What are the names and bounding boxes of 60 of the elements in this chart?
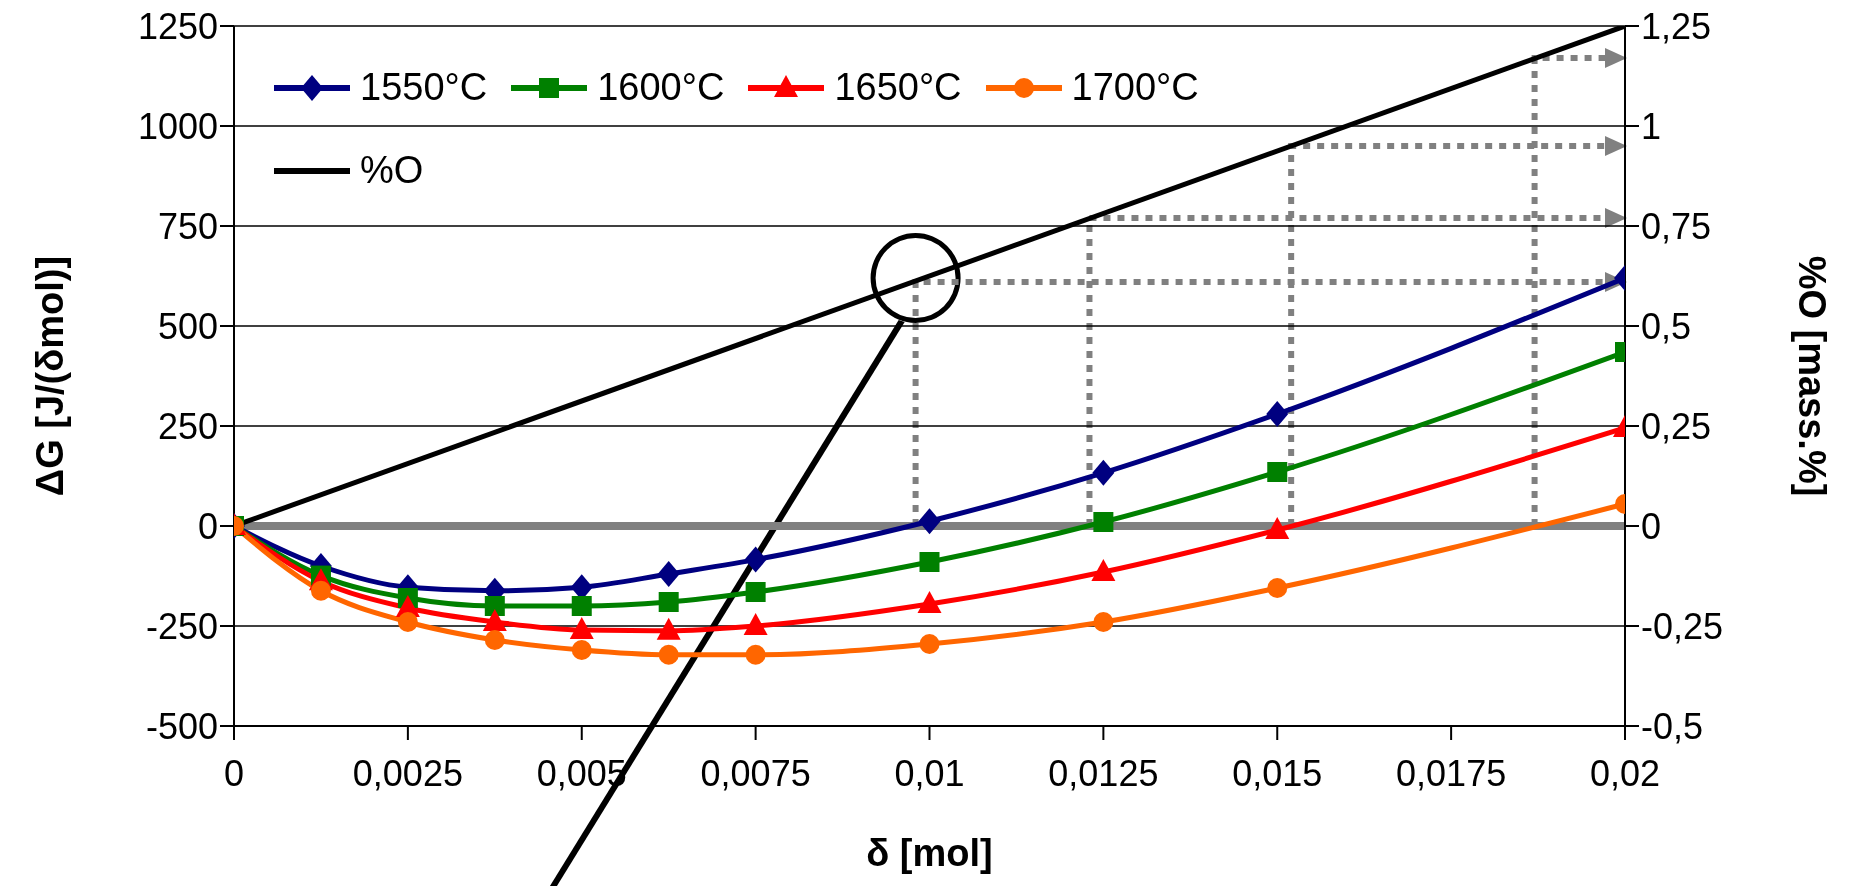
y2-tick-label: 0,5 bbox=[1641, 305, 1692, 347]
point bbox=[919, 634, 940, 654]
point bbox=[1267, 462, 1288, 482]
point bbox=[1093, 612, 1114, 632]
y-tick-label: 0 bbox=[197, 505, 218, 547]
point bbox=[657, 561, 680, 587]
y2-tick-label: 1,25 bbox=[1641, 5, 1712, 47]
legend-label: 1700°C bbox=[1071, 66, 1199, 109]
y-tick-label: 750 bbox=[157, 205, 218, 247]
point bbox=[918, 508, 941, 535]
y-tick-label: -500 bbox=[145, 705, 218, 747]
x-tick-label: 0,02 bbox=[1589, 752, 1661, 794]
point bbox=[919, 552, 940, 572]
point bbox=[484, 596, 505, 616]
y-tick-label: -250 bbox=[145, 605, 218, 647]
x-tick-label: 0,015 bbox=[1232, 752, 1323, 794]
point bbox=[1265, 517, 1290, 539]
x-tick-label: 0 bbox=[223, 752, 245, 794]
point bbox=[1266, 401, 1289, 427]
point bbox=[745, 644, 766, 665]
point bbox=[744, 546, 767, 573]
point bbox=[745, 582, 766, 602]
x-axis-title: δ [mol] bbox=[866, 832, 993, 874]
point bbox=[397, 612, 418, 632]
y2-tick-label: 1 bbox=[1641, 105, 1662, 147]
point bbox=[658, 644, 679, 665]
point bbox=[569, 617, 594, 639]
point bbox=[482, 609, 507, 631]
y2-tick-label: 0 bbox=[1641, 505, 1662, 547]
point bbox=[1091, 559, 1116, 581]
point bbox=[571, 596, 592, 616]
x-tick-label: 0,0125 bbox=[1048, 752, 1159, 794]
x-tick-label: 0,0175 bbox=[1396, 752, 1507, 794]
y2-axis-title: %O [mass.%] bbox=[1790, 255, 1833, 497]
point bbox=[1093, 512, 1114, 532]
point bbox=[1267, 578, 1288, 598]
legend-label: 1550°C bbox=[360, 66, 488, 109]
point bbox=[484, 630, 505, 650]
x-tick-label: 0,01 bbox=[894, 752, 965, 794]
y2-tick-label: 0,25 bbox=[1641, 405, 1712, 447]
y-tick-label: 250 bbox=[157, 405, 218, 447]
y2-tick-label: -0,25 bbox=[1641, 605, 1724, 647]
x-tick-label: 0,0075 bbox=[700, 752, 811, 794]
point bbox=[743, 613, 768, 635]
x-tick-label: 0,0025 bbox=[352, 752, 463, 794]
point bbox=[656, 617, 681, 640]
legend-label: %O bbox=[360, 149, 424, 192]
y2-tick-label: 0,75 bbox=[1641, 205, 1712, 247]
y-tick-label: 1250 bbox=[137, 5, 218, 47]
point bbox=[571, 640, 592, 660]
y-tick-label: 500 bbox=[157, 305, 218, 347]
point bbox=[917, 591, 942, 613]
y2-tick-label: -0,5 bbox=[1641, 705, 1704, 747]
legend-label: 1650°C bbox=[834, 66, 962, 109]
point bbox=[1092, 459, 1115, 486]
point bbox=[310, 580, 331, 601]
point bbox=[658, 592, 679, 612]
legend-label: 1600°C bbox=[597, 66, 725, 109]
y-axis-title: ΔG [J/(δmol)] bbox=[29, 255, 72, 497]
y-tick-label: 1000 bbox=[137, 105, 218, 147]
